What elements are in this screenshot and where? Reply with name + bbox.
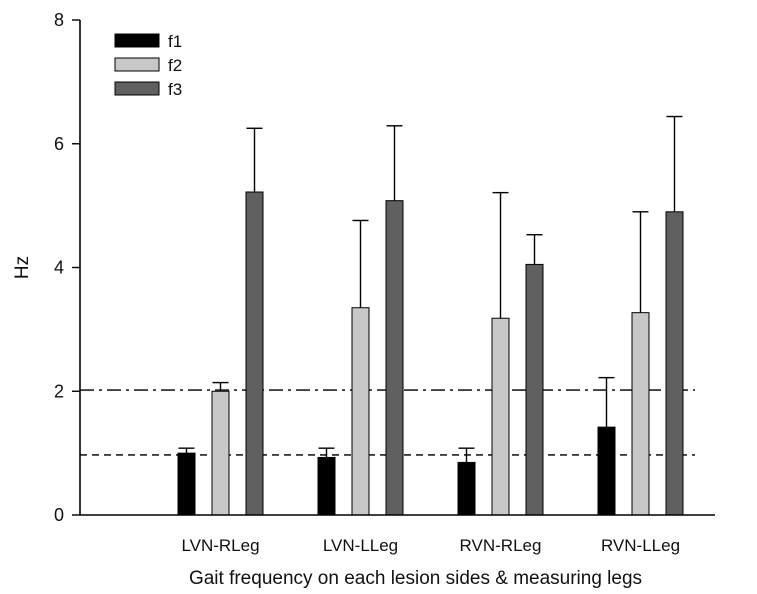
legend-swatch-f3 [114, 81, 160, 96]
y-tick-label: 6 [54, 134, 64, 154]
bar-f3-LVN-RLeg [245, 191, 264, 516]
legend-label-f1: f1 [168, 32, 182, 51]
bar-f2-RVN-LLeg [631, 312, 650, 516]
bars-group [177, 191, 684, 516]
x-axis-title: Gait frequency on each lesion sides & me… [189, 568, 642, 589]
legend-swatch-f2 [114, 57, 160, 72]
x-tick-label: RVN-RLeg [460, 536, 542, 555]
y-ticks-group: 0 2 4 6 8 [54, 10, 80, 525]
bar-f1-RVN-LLeg [597, 426, 616, 516]
legend-label-f2: f2 [168, 56, 182, 75]
bar-f2-LVN-LLeg [351, 307, 370, 516]
y-tick-label: 8 [54, 10, 64, 30]
legend: f1 f2 f3 [114, 32, 182, 99]
x-category-labels: LVN-RLeg LVN-LLeg RVN-RLeg RVN-LLeg [181, 536, 680, 555]
bar-f3-RVN-LLeg [665, 211, 684, 516]
error-bars-group [178, 115, 683, 463]
y-tick-label: 4 [54, 258, 64, 278]
y-tick-label: 0 [54, 505, 64, 525]
bar-f3-LVN-LLeg [385, 200, 404, 516]
legend-swatch-f1 [114, 33, 160, 48]
x-tick-label: RVN-LLeg [601, 536, 680, 555]
legend-label-f3: f3 [168, 80, 182, 99]
y-tick-label: 2 [54, 381, 64, 401]
y-axis-title: Hz [12, 256, 33, 279]
bar-f2-RVN-RLeg [491, 317, 510, 516]
bar-f1-RVN-RLeg [457, 461, 476, 516]
bar-f2-LVN-RLeg [211, 390, 230, 516]
bar-f1-LVN-RLeg [177, 452, 196, 516]
x-tick-label: LVN-LLeg [323, 536, 398, 555]
bar-f3-RVN-RLeg [525, 263, 544, 516]
x-tick-label: LVN-RLeg [181, 536, 259, 555]
bar-f1-LVN-LLeg [317, 456, 336, 516]
